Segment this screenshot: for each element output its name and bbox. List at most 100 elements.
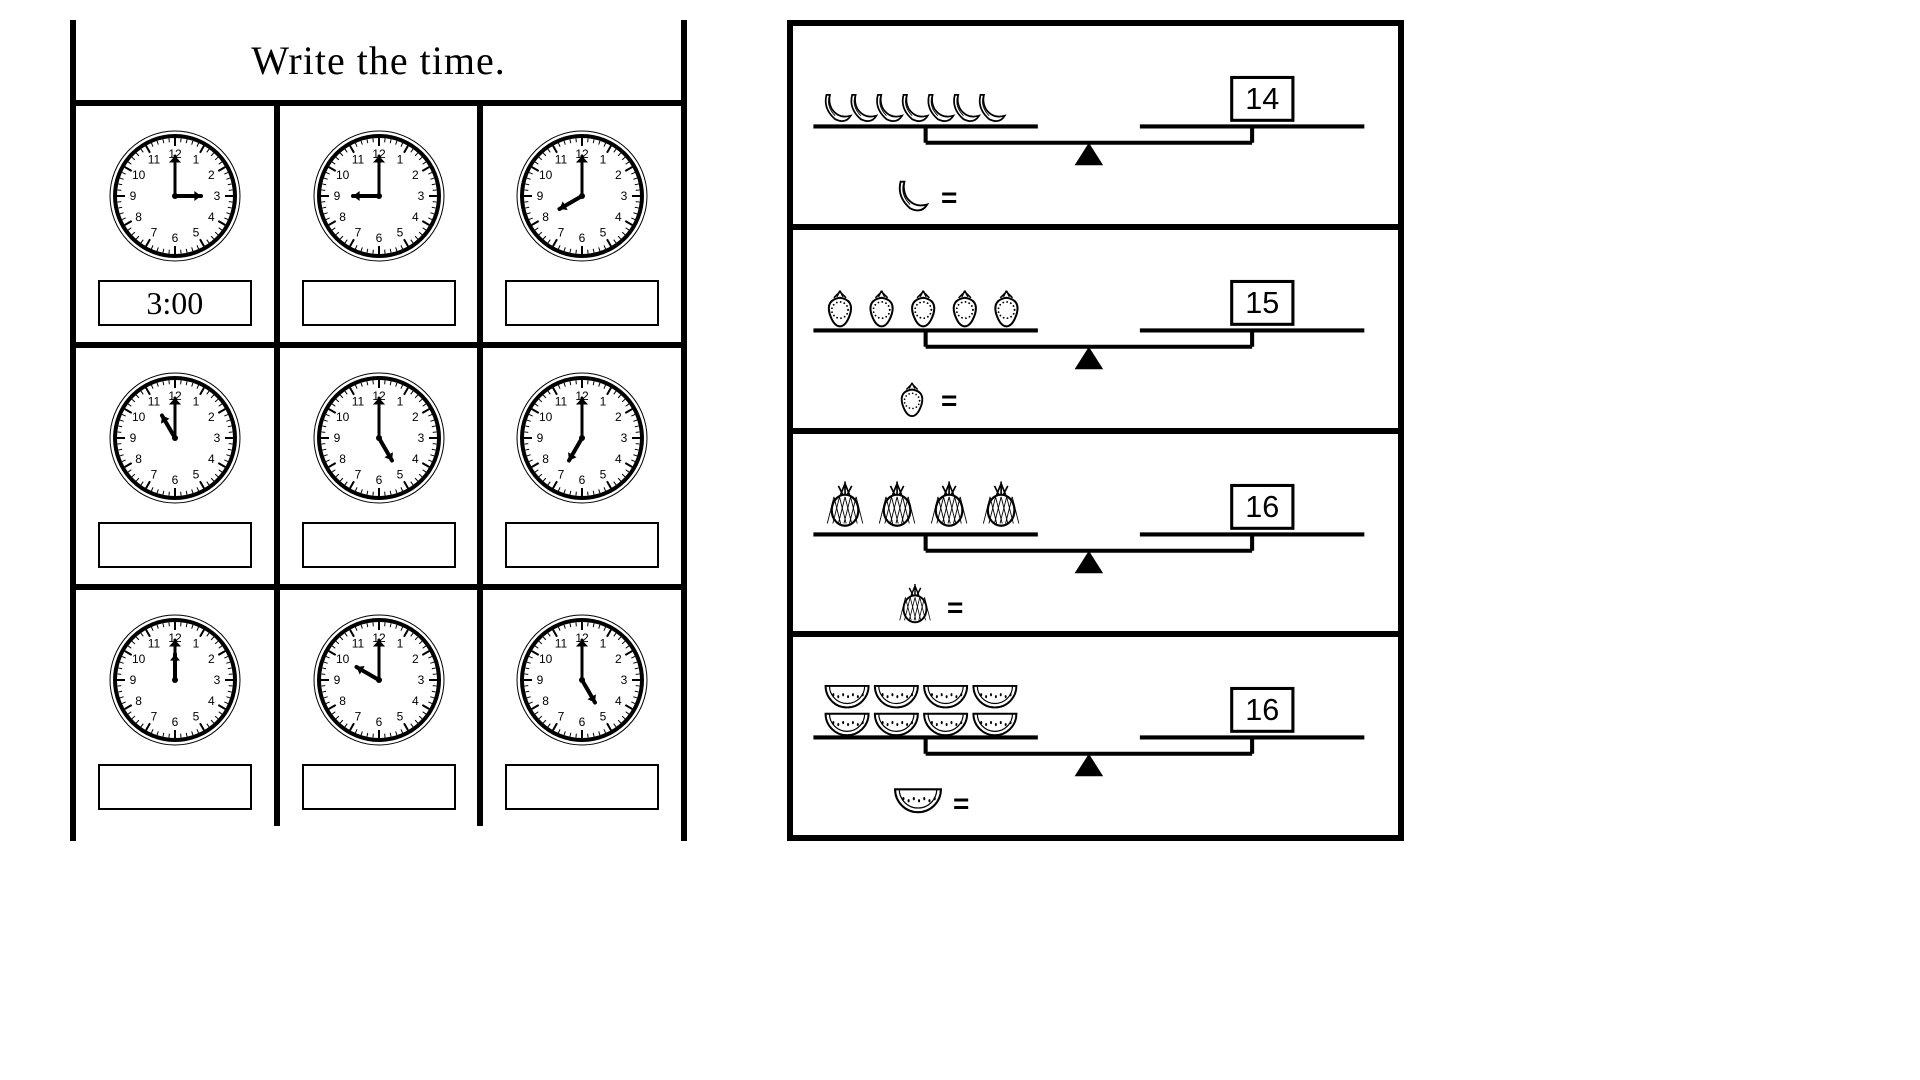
time-answer-box[interactable]: [302, 764, 456, 810]
svg-text:1: 1: [600, 395, 607, 409]
clock-grid: 123456789101112 3:00 123456789101112 12: [76, 100, 681, 826]
clock-face-icon: 123456789101112: [309, 368, 449, 508]
svg-text:6: 6: [579, 231, 586, 245]
clock-cell: 123456789101112: [483, 348, 681, 584]
clock-cell: 123456789101112: [76, 348, 280, 584]
svg-text:10: 10: [539, 652, 553, 666]
svg-text:10: 10: [132, 410, 146, 424]
fruit-equals-row: =: [893, 380, 957, 423]
svg-text:2: 2: [208, 410, 215, 424]
svg-text:10: 10: [132, 168, 146, 182]
svg-text:3: 3: [417, 673, 424, 687]
svg-text:4: 4: [412, 210, 419, 224]
clock-face-icon: 123456789101112: [309, 126, 449, 266]
clock-cell: 123456789101112: [280, 106, 484, 342]
svg-text:7: 7: [150, 709, 157, 723]
svg-text:5: 5: [192, 225, 199, 239]
svg-text:1: 1: [600, 153, 607, 167]
balance-row: 16: [793, 637, 1398, 835]
fruit-equals-row: =: [893, 584, 963, 633]
fruit-icon: [893, 787, 943, 820]
clock-cell: 123456789101112: [76, 590, 280, 826]
clock-face-icon: 123456789101112: [105, 126, 245, 266]
svg-text:7: 7: [354, 467, 361, 481]
svg-text:3: 3: [417, 431, 424, 445]
svg-text:2: 2: [208, 168, 215, 182]
balance-row: 15: [793, 230, 1398, 434]
clock-cell: 123456789101112 3:00: [76, 106, 280, 342]
svg-text:4: 4: [208, 694, 215, 708]
svg-text:9: 9: [537, 673, 544, 687]
svg-text:5: 5: [600, 709, 607, 723]
svg-text:11: 11: [351, 395, 364, 409]
time-answer-box[interactable]: [98, 522, 252, 568]
svg-text:6: 6: [375, 231, 382, 245]
clock-cell: 123456789101112: [483, 106, 681, 342]
svg-text:10: 10: [539, 168, 553, 182]
svg-text:8: 8: [339, 694, 346, 708]
svg-text:5: 5: [396, 709, 403, 723]
svg-text:9: 9: [333, 431, 340, 445]
svg-text:5: 5: [600, 467, 607, 481]
svg-text:2: 2: [615, 410, 622, 424]
time-answer-box[interactable]: [302, 522, 456, 568]
svg-text:5: 5: [396, 225, 403, 239]
svg-text:3: 3: [621, 189, 628, 203]
svg-text:7: 7: [354, 225, 361, 239]
svg-text:8: 8: [135, 694, 142, 708]
svg-text:11: 11: [555, 637, 568, 651]
svg-text:9: 9: [333, 189, 340, 203]
svg-text:4: 4: [412, 694, 419, 708]
clock-face-icon: 123456789101112: [309, 610, 449, 750]
fruit-icon: [893, 584, 937, 633]
time-answer-box[interactable]: [302, 280, 456, 326]
clock-face-icon: 123456789101112: [105, 368, 245, 508]
balance-scale-icon: 15: [793, 230, 1398, 428]
clock-face-icon: 123456789101112: [105, 610, 245, 750]
svg-text:11: 11: [555, 395, 568, 409]
svg-text:1: 1: [396, 395, 403, 409]
time-answer-box[interactable]: [505, 764, 659, 810]
equals-sign: =: [941, 385, 957, 417]
svg-text:4: 4: [412, 452, 419, 466]
time-answer-box[interactable]: 3:00: [98, 280, 252, 326]
svg-text:1: 1: [192, 153, 199, 167]
svg-text:7: 7: [558, 225, 565, 239]
svg-text:1: 1: [396, 637, 403, 651]
time-answer-box[interactable]: [505, 522, 659, 568]
equals-sign: =: [947, 592, 963, 624]
svg-text:3: 3: [213, 431, 220, 445]
time-answer-box[interactable]: [98, 764, 252, 810]
svg-text:3: 3: [621, 673, 628, 687]
svg-text:3: 3: [417, 189, 424, 203]
time-answer-box[interactable]: [505, 280, 659, 326]
svg-text:1: 1: [600, 637, 607, 651]
fruit-equals-row: =: [893, 787, 969, 820]
balance-value: 16: [1245, 490, 1279, 524]
svg-text:8: 8: [135, 210, 142, 224]
svg-text:9: 9: [537, 189, 544, 203]
svg-text:8: 8: [542, 452, 549, 466]
svg-text:3: 3: [213, 673, 220, 687]
svg-text:10: 10: [335, 168, 349, 182]
svg-text:5: 5: [192, 709, 199, 723]
balance-scale-icon: 14: [793, 26, 1398, 224]
svg-text:8: 8: [542, 210, 549, 224]
svg-text:9: 9: [129, 431, 136, 445]
svg-text:5: 5: [396, 467, 403, 481]
svg-text:2: 2: [412, 652, 419, 666]
svg-text:11: 11: [148, 153, 161, 167]
svg-text:10: 10: [335, 652, 349, 666]
svg-text:7: 7: [354, 709, 361, 723]
svg-text:2: 2: [412, 168, 419, 182]
svg-text:3: 3: [213, 189, 220, 203]
svg-text:6: 6: [375, 715, 382, 729]
svg-text:6: 6: [579, 715, 586, 729]
svg-text:9: 9: [333, 673, 340, 687]
svg-text:1: 1: [192, 395, 199, 409]
svg-text:9: 9: [537, 431, 544, 445]
svg-text:5: 5: [192, 467, 199, 481]
balance-row: 16 =: [793, 434, 1398, 638]
clock-cell: 123456789101112: [280, 348, 484, 584]
svg-text:1: 1: [192, 637, 199, 651]
